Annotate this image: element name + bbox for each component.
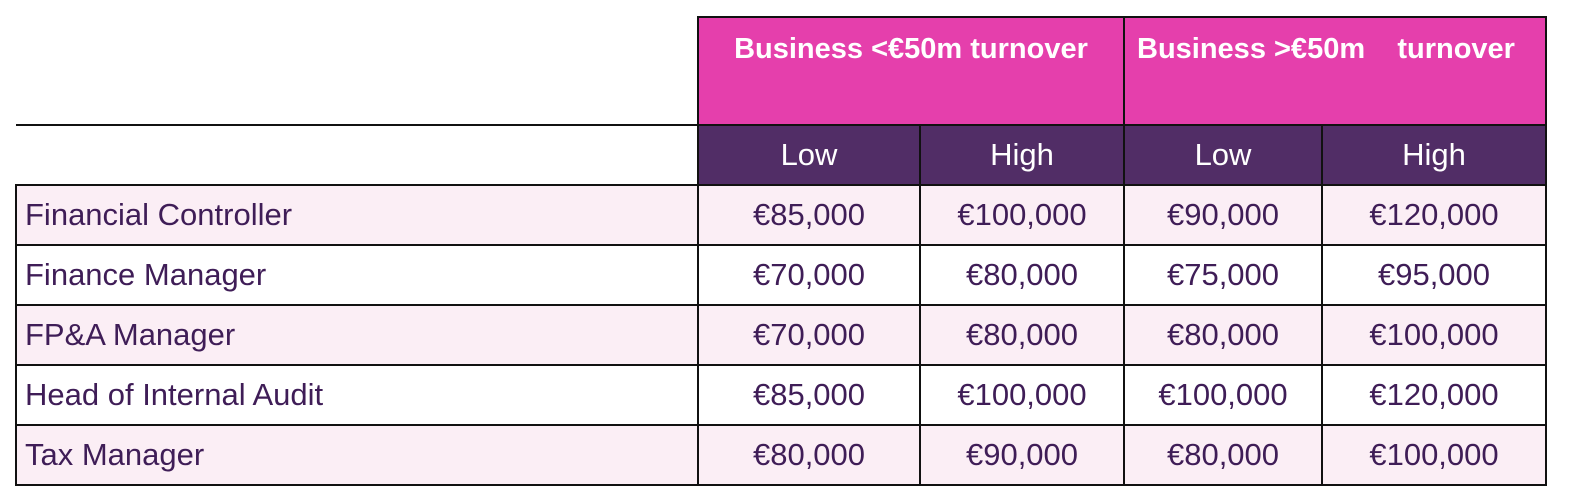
salary-cell: €100,000 [919, 364, 1125, 426]
salary-cell: €80,000 [919, 244, 1125, 306]
role-cell: FP&A Manager [15, 304, 699, 366]
salary-cell: €90,000 [919, 424, 1125, 486]
group-header-under-50m: Business <€50m turnover [697, 16, 1125, 126]
salary-cell: €75,000 [1123, 244, 1323, 306]
table-row: Finance Manager €70,000 €80,000 €75,000 … [15, 244, 1547, 306]
salary-cell: €100,000 [1321, 304, 1547, 366]
salary-cell: €120,000 [1321, 184, 1547, 246]
sub-header-row: Low High Low High [16, 124, 1547, 186]
empty-sub-corner-cell [16, 125, 699, 186]
salary-cell: €100,000 [1123, 364, 1323, 426]
salary-cell: €85,000 [697, 364, 921, 426]
salary-cell: €95,000 [1321, 244, 1547, 306]
salary-cell: €90,000 [1123, 184, 1323, 246]
role-cell: Head of Internal Audit [15, 364, 699, 426]
sub-header-high-over-50m: High [1321, 124, 1547, 186]
table-row: Head of Internal Audit €85,000 €100,000 … [15, 364, 1547, 426]
empty-corner-cell [16, 17, 699, 126]
salary-cell: €85,000 [697, 184, 921, 246]
sub-header-low-over-50m: Low [1123, 124, 1323, 186]
salary-cell: €80,000 [697, 424, 921, 486]
sub-header-high-under-50m: High [919, 124, 1125, 186]
role-cell: Financial Controller [15, 184, 699, 246]
salary-cell: €80,000 [919, 304, 1125, 366]
salary-table: Business <€50m turnover Business >€50m t… [15, 16, 1547, 486]
role-cell: Finance Manager [15, 244, 699, 306]
table-row: Financial Controller €85,000 €100,000 €9… [15, 184, 1547, 246]
salary-cell: €100,000 [1321, 424, 1547, 486]
table-row: FP&A Manager €70,000 €80,000 €80,000 €10… [15, 304, 1547, 366]
table-row: Tax Manager €80,000 €90,000 €80,000 €100… [15, 424, 1547, 486]
salary-cell: €100,000 [919, 184, 1125, 246]
salary-cell: €120,000 [1321, 364, 1547, 426]
role-cell: Tax Manager [15, 424, 699, 486]
salary-cell: €80,000 [1123, 424, 1323, 486]
group-header-row: Business <€50m turnover Business >€50m t… [16, 16, 1547, 126]
sub-header-low-under-50m: Low [697, 124, 921, 186]
salary-cell: €80,000 [1123, 304, 1323, 366]
salary-cell: €70,000 [697, 244, 921, 306]
group-header-over-50m: Business >€50m turnover [1123, 16, 1547, 126]
salary-cell: €70,000 [697, 304, 921, 366]
